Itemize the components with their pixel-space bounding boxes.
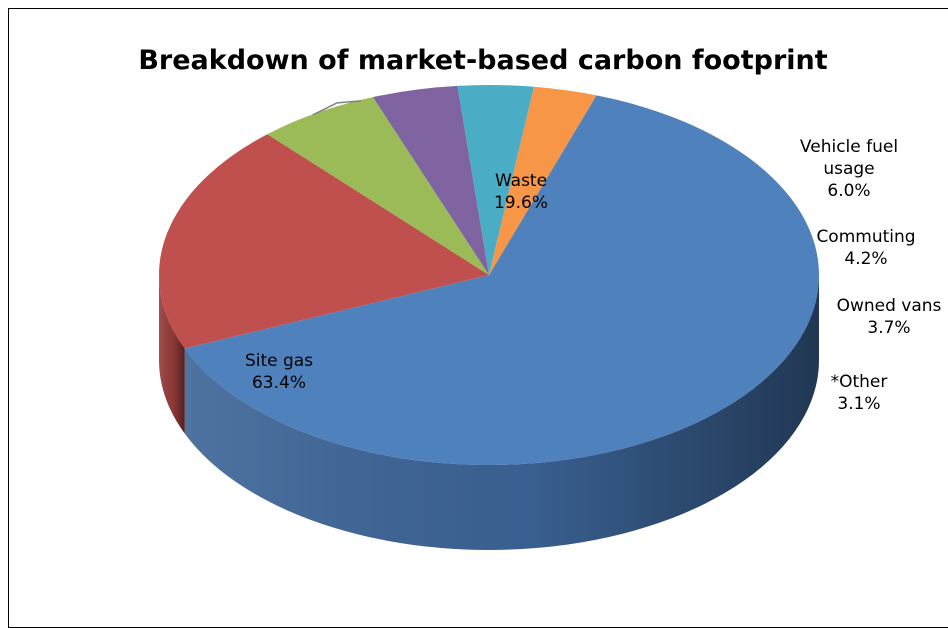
pie-slice-waste (158, 134, 489, 349)
pie-leaders (312, 100, 362, 116)
pie-tops (158, 84, 820, 465)
pie-slice-other (489, 86, 597, 275)
chart-frame: Breakdown of market-based carbon footpri… (8, 8, 948, 628)
pie-labels: Site gas 63.4% Waste 19.6% Vehicle fuel usage… (245, 137, 942, 414)
pie-slice-owned-vans (457, 84, 535, 275)
chart-title: Breakdown of market-based carbon footpri… (138, 45, 827, 76)
slice-label-other: *Other 3.1% (831, 372, 888, 414)
pie-chart: Breakdown of market-based carbon footpri… (138, 45, 942, 550)
pie-side-shading (184, 275, 820, 550)
pie-slice-site-gas (184, 95, 820, 465)
leader-line-vehicle-fuel-usage (312, 100, 362, 116)
slice-label-waste: Waste 19.6% (494, 171, 548, 213)
pie-slice-vehicle-fuel-usage (267, 97, 489, 276)
pie-sides (159, 275, 820, 550)
slice-label-commuting: Commuting 4.2% (816, 227, 915, 269)
pie-slice-commuting (372, 85, 489, 275)
pie-side-shading (159, 275, 185, 434)
slice-label-owned-vans: Owned vans 3.7% (837, 296, 942, 338)
slice-label-vehicle-fuel-usage: Vehicle fuel usage 6.0% (800, 137, 898, 201)
slice-label-site-gas: Site gas 63.4% (245, 351, 313, 393)
